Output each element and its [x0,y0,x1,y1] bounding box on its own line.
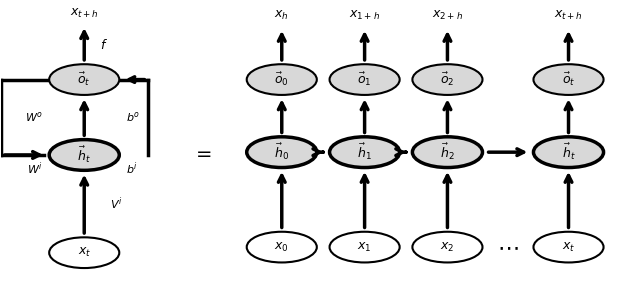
Text: $x_t$: $x_t$ [562,241,575,254]
Text: $\cdots$: $\cdots$ [497,237,519,257]
Text: $x_0$: $x_0$ [275,241,289,254]
Text: $\vec{h}_t$: $\vec{h}_t$ [77,145,91,165]
Text: $x_{t+h}$: $x_{t+h}$ [70,6,99,19]
Text: $\vec{h}_t$: $\vec{h}_t$ [562,142,575,162]
Text: $x_{1+h}$: $x_{1+h}$ [349,9,380,22]
Circle shape [246,137,317,168]
Circle shape [49,237,119,268]
Circle shape [330,64,399,95]
Text: $\vec{h}_1$: $\vec{h}_1$ [357,142,372,162]
Circle shape [412,64,483,95]
Text: $W^o$: $W^o$ [25,110,43,124]
Circle shape [330,232,399,263]
Text: $b^o$: $b^o$ [125,110,140,124]
Text: $V^i$: $V^i$ [109,195,122,212]
Text: $\vec{o}_t$: $\vec{o}_t$ [77,71,91,88]
Circle shape [534,232,604,263]
Circle shape [49,64,119,95]
Circle shape [49,140,119,170]
Circle shape [412,137,483,168]
Text: $\vec{o}_2$: $\vec{o}_2$ [440,71,454,88]
Text: $x_h$: $x_h$ [275,9,289,22]
Text: $x_1$: $x_1$ [357,241,372,254]
Text: $=$: $=$ [192,143,212,162]
Text: $W^i$: $W^i$ [27,161,43,177]
Text: $x_2$: $x_2$ [440,241,454,254]
Text: $\vec{h}_0$: $\vec{h}_0$ [275,142,289,162]
Text: $x_{2+h}$: $x_{2+h}$ [432,9,463,22]
Circle shape [246,64,317,95]
Text: $\vec{o}_0$: $\vec{o}_0$ [275,71,289,88]
Text: $b^i$: $b^i$ [125,161,138,177]
Text: $f$: $f$ [100,38,108,52]
Text: $\vec{h}_2$: $\vec{h}_2$ [440,142,455,162]
Circle shape [330,137,399,168]
Text: $\vec{o}_1$: $\vec{o}_1$ [357,71,372,88]
Text: $\vec{o}_t$: $\vec{o}_t$ [562,71,575,88]
Text: $x_t$: $x_t$ [77,246,91,259]
Circle shape [246,232,317,263]
Text: $x_{t+h}$: $x_{t+h}$ [554,9,583,22]
Circle shape [534,64,604,95]
Circle shape [412,232,483,263]
Circle shape [534,137,604,168]
